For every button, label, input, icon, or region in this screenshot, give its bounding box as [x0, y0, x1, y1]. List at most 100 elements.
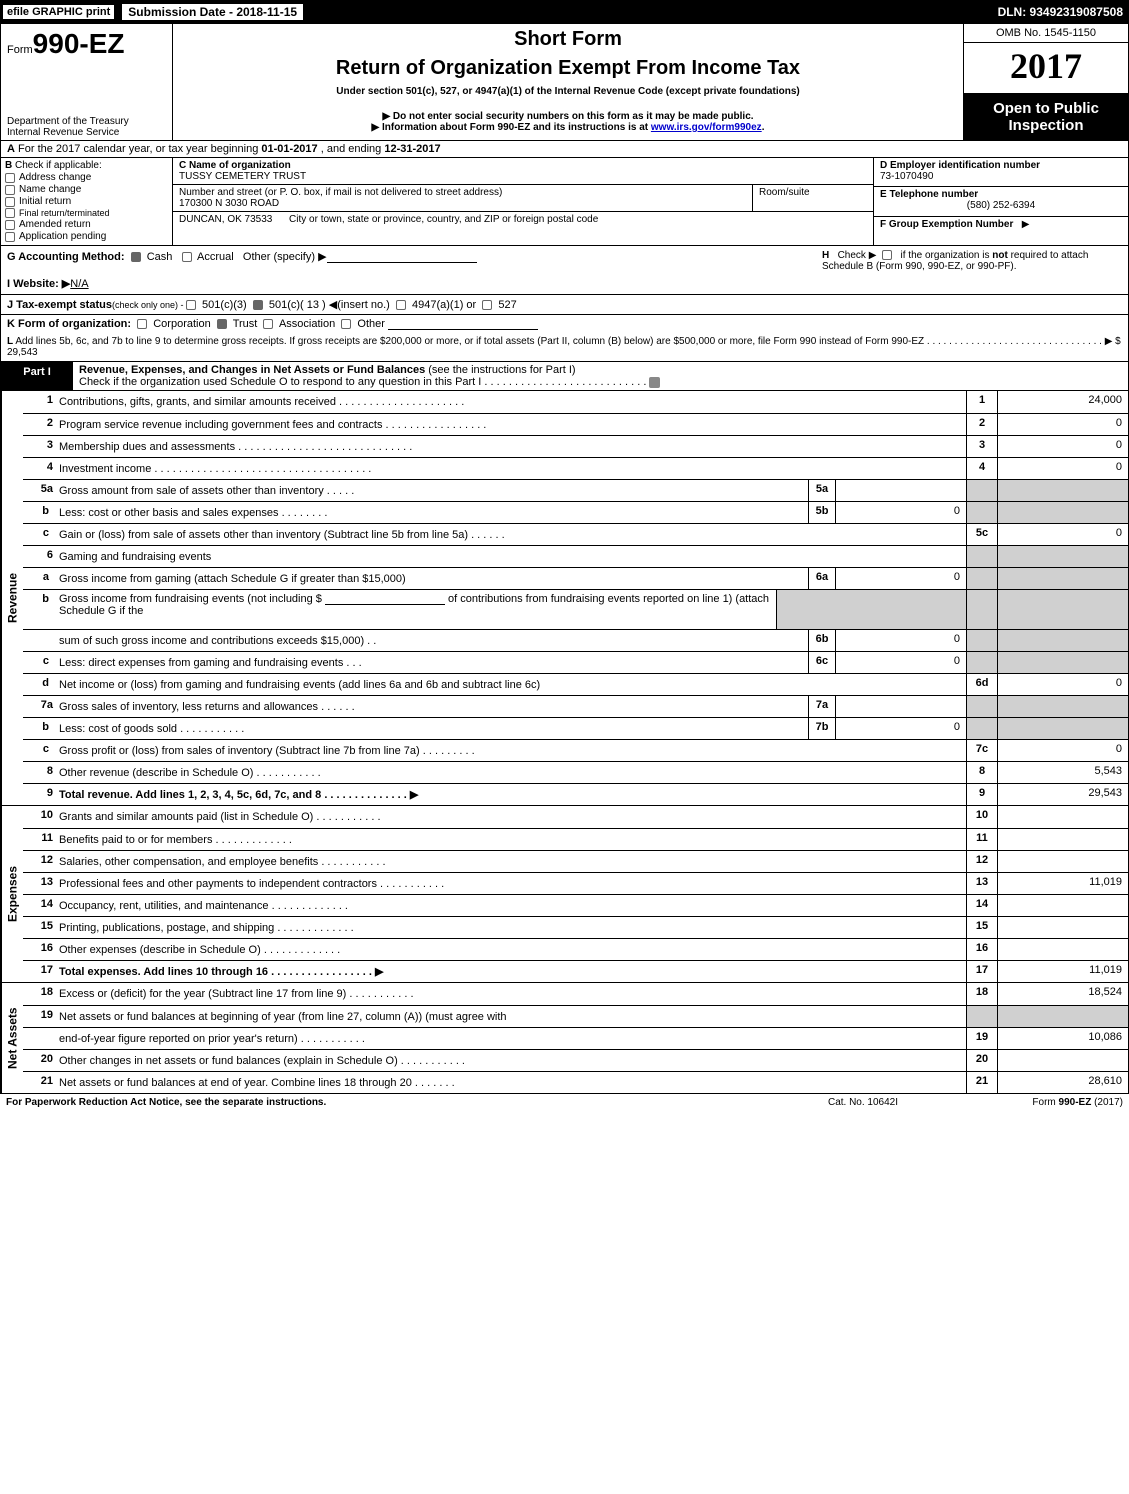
org-name-value: TUSSY CEMETERY TRUST — [179, 171, 867, 182]
line-14-value — [998, 895, 1128, 916]
room-label: Room/suite — [759, 187, 867, 198]
b-label: B — [5, 160, 12, 171]
checkbox-checked-icon[interactable] — [217, 319, 227, 329]
line-5a-value — [836, 480, 966, 501]
checkbox-icon — [5, 173, 15, 183]
j-label: J Tax-exempt status — [7, 299, 112, 311]
checkbox-icon[interactable] — [186, 300, 196, 310]
section-h: H Check ▶ if the organization is not req… — [822, 250, 1122, 290]
line-8-value: 5,543 — [998, 762, 1128, 783]
g-other: Other (specify) ▶ — [243, 251, 327, 263]
check-initial-return[interactable]: Initial return — [5, 196, 168, 207]
line-10: 10 Grants and similar amounts paid (list… — [23, 806, 1128, 828]
fundraising-amount-input[interactable] — [325, 593, 445, 605]
row-g-h: G Accounting Method: Cash Accrual Other … — [1, 246, 1128, 295]
j-opt3: 4947(a)(1) or — [412, 299, 476, 311]
line-5c: c Gain or (loss) from sale of assets oth… — [23, 523, 1128, 545]
row-a: A For the 2017 calendar year, or tax yea… — [1, 141, 1128, 158]
line-18: 18 Excess or (deficit) for the year (Sub… — [23, 983, 1128, 1005]
open-public-box: Open to Public Inspection — [964, 94, 1128, 140]
part-1-checkline: Check if the organization used Schedule … — [79, 376, 649, 388]
checkbox-checked-icon[interactable] — [253, 300, 263, 310]
line-10-value — [998, 806, 1128, 828]
line-7c-value: 0 — [998, 740, 1128, 761]
j-insert: ◀(insert no.) — [329, 299, 390, 311]
do-not-enter-text: ▶ Do not enter social security numbers o… — [181, 111, 955, 122]
city-value: DUNCAN, OK 73533 — [179, 214, 272, 225]
check-amended-return[interactable]: Amended return — [5, 219, 168, 230]
line-16: 16 Other expenses (describe in Schedule … — [23, 938, 1128, 960]
footer-left: For Paperwork Reduction Act Notice, see … — [6, 1097, 763, 1108]
line-7b: b Less: cost of goods sold . . . . . . .… — [23, 717, 1128, 739]
row-j: J Tax-exempt status(check only one) - 50… — [1, 295, 1128, 315]
checkbox-icon[interactable] — [396, 300, 406, 310]
checkbox-checked-icon[interactable] — [131, 252, 141, 262]
k-corp: Corporation — [153, 318, 210, 330]
checkbox-icon[interactable] — [482, 300, 492, 310]
line-6d-value: 0 — [998, 674, 1128, 695]
d-label: D Employer identification number — [880, 160, 1040, 171]
checkbox-icon[interactable] — [882, 250, 892, 260]
k-trust: Trust — [233, 318, 258, 330]
line-6b: sum of such gross income and contributio… — [23, 629, 1128, 651]
checkbox-icon[interactable] — [263, 319, 273, 329]
checkbox-checked-icon[interactable] — [649, 377, 660, 388]
efile-print-button[interactable]: efile GRAPHIC print — [2, 4, 115, 20]
page-footer: For Paperwork Reduction Act Notice, see … — [0, 1094, 1129, 1111]
checkbox-icon[interactable] — [137, 319, 147, 329]
dept-line2: Internal Revenue Service — [7, 127, 166, 138]
line-1-value: 24,000 — [998, 391, 1128, 413]
j-opt4: 527 — [498, 299, 516, 311]
info-prefix: ▶ Information about Form 990-EZ and its … — [372, 122, 651, 133]
line-11: 11 Benefits paid to or for members . . .… — [23, 828, 1128, 850]
submission-date-box: Submission Date - 2018-11-15 — [121, 3, 304, 21]
f-label: F Group Exemption Number — [880, 219, 1013, 230]
line-6c-value: 0 — [836, 652, 966, 673]
line-6a: a Gross income from gaming (attach Sched… — [23, 567, 1128, 589]
line-3-value: 0 — [998, 436, 1128, 457]
open-line2: Inspection — [966, 117, 1126, 134]
checkbox-icon[interactable] — [182, 252, 192, 262]
line-18-value: 18,524 — [998, 983, 1128, 1005]
row-a-prefix: A — [7, 143, 15, 155]
line-7a: 7a Gross sales of inventory, less return… — [23, 695, 1128, 717]
checkbox-icon[interactable] — [341, 319, 351, 329]
line-9: 9 Total revenue. Add lines 1, 2, 3, 4, 5… — [23, 783, 1128, 805]
k-other-input[interactable] — [388, 318, 538, 330]
phone-value: (580) 252-6394 — [880, 200, 1122, 211]
g-cash: Cash — [147, 251, 173, 263]
row-k: K Form of organization: Corporation Trus… — [1, 315, 1128, 333]
row-a-text1: For the 2017 calendar year, or tax year … — [18, 143, 261, 155]
form-body: A For the 2017 calendar year, or tax yea… — [0, 141, 1129, 1094]
form-number: 990-EZ — [33, 28, 125, 59]
check-address-change[interactable]: Address change — [5, 172, 168, 183]
check-application-pending[interactable]: Application pending — [5, 231, 168, 242]
j-opt2: 501(c)( 13 ) — [269, 299, 326, 311]
dept-line1: Department of the Treasury — [7, 116, 166, 127]
ein-value: 73-1070490 — [880, 171, 1122, 182]
header-left: Form990-EZ Department of the Treasury In… — [1, 24, 173, 140]
arrow-icon: ▶ — [1022, 219, 1030, 230]
footer-cat-no: Cat. No. 10642I — [763, 1097, 963, 1108]
checkbox-icon — [5, 220, 15, 230]
other-specify-input[interactable] — [327, 251, 477, 263]
part-1-title-bold: Revenue, Expenses, and Changes in Net As… — [79, 364, 428, 376]
line-7b-value: 0 — [836, 718, 966, 739]
line-6: 6 Gaming and fundraising events — [23, 545, 1128, 567]
row-l: L Add lines 5b, 6c, and 7b to line 9 to … — [1, 333, 1128, 362]
net-assets-side-label: Net Assets — [1, 983, 23, 1093]
info-link[interactable]: www.irs.gov/form990ez — [651, 122, 762, 133]
tax-year: 2017 — [964, 43, 1128, 94]
line-9-value: 29,543 — [998, 784, 1128, 805]
check-final-return[interactable]: Final return/terminated — [5, 208, 168, 218]
short-form-title: Short Form — [181, 28, 955, 51]
street-label: Number and street (or P. O. box, if mail… — [179, 187, 746, 198]
expenses-section: Expenses 10 Grants and similar amounts p… — [1, 806, 1128, 983]
l-text: Add lines 5b, 6c, and 7b to line 9 to de… — [15, 336, 1120, 347]
h-not: not — [992, 250, 1008, 261]
line-7a-value — [836, 696, 966, 717]
k-assoc: Association — [279, 318, 335, 330]
check-name-change[interactable]: Name change — [5, 184, 168, 195]
info-about-text: ▶ Information about Form 990-EZ and its … — [181, 122, 955, 133]
line-5a: 5a Gross amount from sale of assets othe… — [23, 479, 1128, 501]
